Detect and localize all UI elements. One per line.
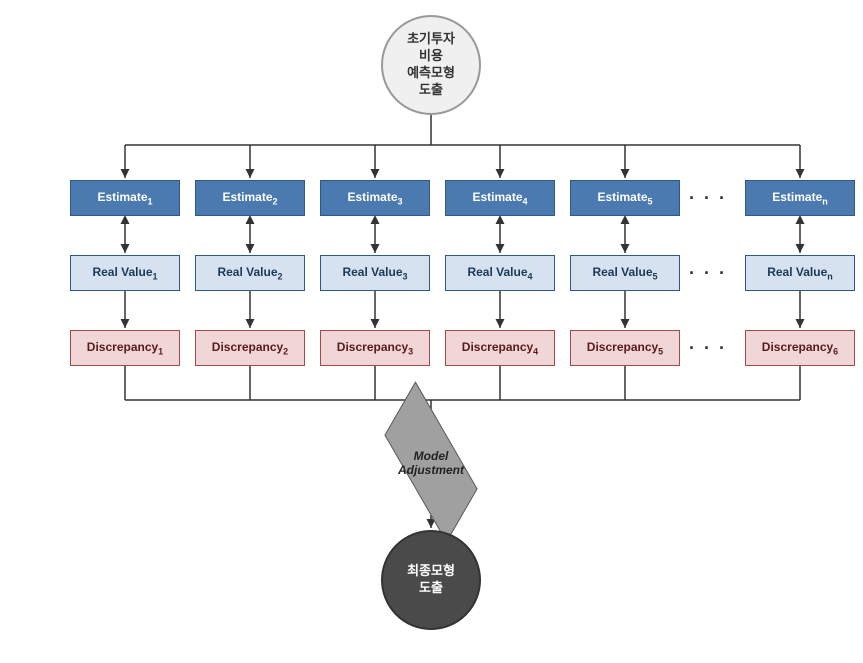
real-value-box-5: Real Value5 — [570, 255, 680, 291]
estimate-box-3: Estimate3 — [320, 180, 430, 216]
estimate-box-6: Estimaten — [745, 180, 855, 216]
diamond-label: Model Adjustment — [391, 449, 471, 478]
discrepancy-box-3: Discrepancy3 — [320, 330, 430, 366]
discrepancy-box-1: Discrepancy1 — [70, 330, 180, 366]
real-value-box-6: Real Valuen — [745, 255, 855, 291]
top-circle-line2: 비용 — [407, 48, 455, 65]
discrepancy-box-6: Discrepancy6 — [745, 330, 855, 366]
top-circle-line3: 예측모형 — [407, 65, 455, 82]
ellipsis-disc: · · · — [688, 338, 728, 359]
ellipsis-estimate: · · · — [688, 188, 728, 209]
top-circle-line1: 초기투자 — [407, 31, 455, 48]
real-value-box-4: Real Value4 — [445, 255, 555, 291]
bottom-circle-node: 최종모형 도출 — [381, 530, 481, 630]
bottom-circle-line1: 최종모형 — [407, 563, 455, 580]
estimate-box-2: Estimate2 — [195, 180, 305, 216]
estimate-box-5: Estimate5 — [570, 180, 680, 216]
discrepancy-box-5: Discrepancy5 — [570, 330, 680, 366]
diamond-line2: Adjustment — [391, 463, 471, 477]
bottom-circle-line2: 도출 — [407, 580, 455, 597]
discrepancy-box-2: Discrepancy2 — [195, 330, 305, 366]
diamond-line1: Model — [391, 449, 471, 463]
real-value-box-3: Real Value3 — [320, 255, 430, 291]
estimate-box-4: Estimate4 — [445, 180, 555, 216]
discrepancy-box-4: Discrepancy4 — [445, 330, 555, 366]
top-circle-line4: 도출 — [407, 82, 455, 99]
real-value-box-2: Real Value2 — [195, 255, 305, 291]
estimate-box-1: Estimate1 — [70, 180, 180, 216]
ellipsis-real: · · · — [688, 263, 728, 284]
real-value-box-1: Real Value1 — [70, 255, 180, 291]
flowchart-diagram: 초기투자 비용 예측모형 도출 Estimate1 Real Value1 Disc… — [0, 0, 863, 663]
top-circle-node: 초기투자 비용 예측모형 도출 — [381, 15, 481, 115]
